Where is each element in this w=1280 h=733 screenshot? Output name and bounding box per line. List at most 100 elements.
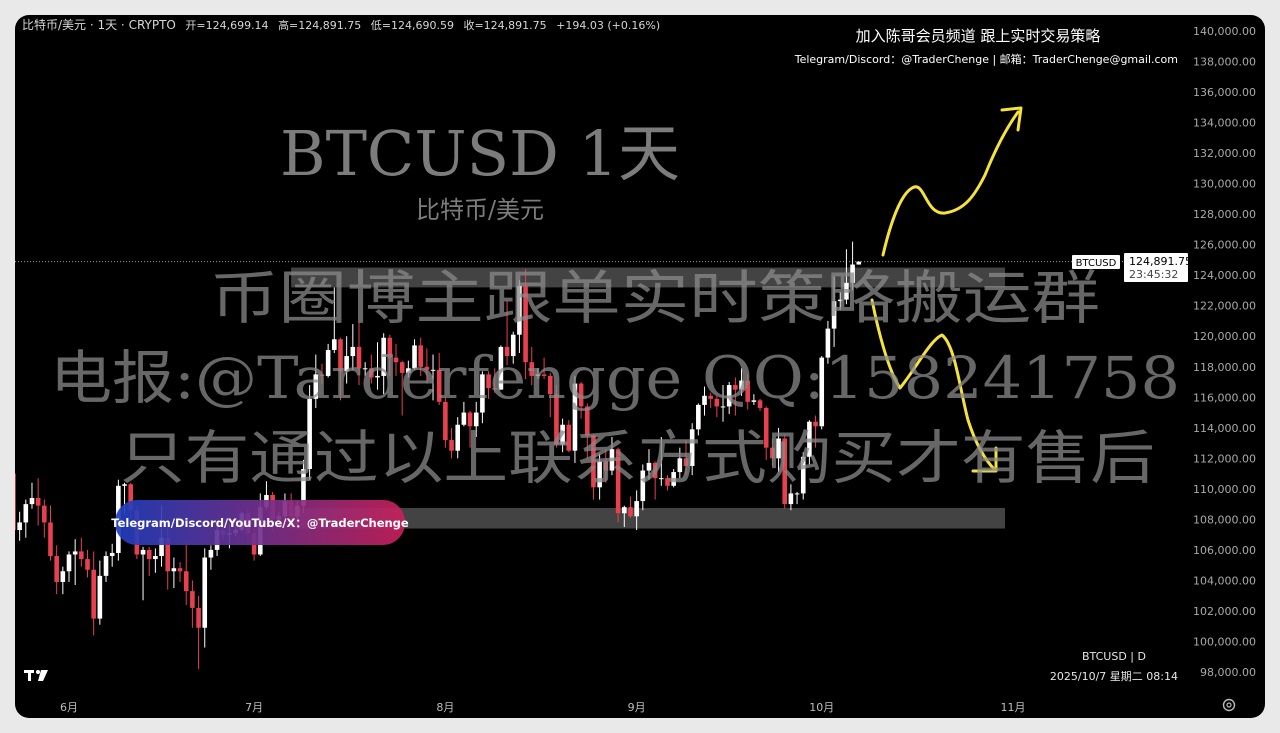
price-tick-label: 106,000.00 <box>1193 544 1256 557</box>
candle <box>109 543 115 567</box>
candle-body <box>659 478 664 480</box>
candle <box>714 395 720 418</box>
contact-banner-text: Telegram/Discord/YouTube/X：@TraderChenge <box>111 516 409 530</box>
candle-body <box>15 473 16 531</box>
candle-body <box>634 501 639 517</box>
candle-body <box>375 375 380 378</box>
price-tick-label: 132,000.00 <box>1193 147 1256 160</box>
price-zone[interactable] <box>291 267 1005 288</box>
candle-body <box>153 556 158 560</box>
candle <box>208 545 214 570</box>
candle-body <box>140 549 146 555</box>
price-tick-label: 104,000.00 <box>1193 574 1256 587</box>
candle-body <box>751 400 757 402</box>
candle <box>739 368 744 396</box>
candle <box>572 375 578 463</box>
footer-symbol-timeframe: BTCUSD | D <box>1082 650 1146 663</box>
candle-body <box>430 369 436 371</box>
candle-body <box>757 400 763 408</box>
candle <box>646 449 652 480</box>
candle-body <box>42 505 47 523</box>
candle <box>689 423 695 476</box>
candle-body <box>646 462 652 471</box>
candle-body <box>54 556 59 582</box>
candle <box>800 452 806 500</box>
candle-body <box>794 493 800 495</box>
gear-icon[interactable] <box>1222 698 1236 712</box>
candle <box>591 433 596 500</box>
price-tick-label: 134,000.00 <box>1193 117 1256 130</box>
price-zone[interactable] <box>291 507 1005 529</box>
candle-body <box>714 398 720 407</box>
candle-body <box>381 337 386 376</box>
price-axis[interactable]: 140,000.00 138,000.00 136,000.00 134,000.00… <box>1193 25 1256 679</box>
candle <box>628 496 633 518</box>
footer-datetime: 2025/10/7 星期二 08:14 <box>1050 670 1178 683</box>
candle-body <box>183 571 189 592</box>
tradingview-logo[interactable] <box>24 670 48 681</box>
candle-body <box>480 374 485 413</box>
candle-body <box>813 421 818 427</box>
time-axis[interactable]: 6月 7月 8月 9月 10月 11月 <box>60 701 1026 714</box>
candle-body <box>504 346 510 357</box>
candle-body <box>708 395 713 399</box>
candle-body <box>202 557 208 628</box>
candle <box>498 345 504 390</box>
candle-body <box>720 406 726 408</box>
candle <box>813 415 818 448</box>
candle <box>307 385 312 480</box>
candle <box>652 461 658 500</box>
candle-body <box>350 346 356 357</box>
candle-body <box>541 374 547 376</box>
candle <box>517 279 522 354</box>
candle <box>622 505 627 528</box>
candle <box>535 368 541 379</box>
faint-symbol-watermark: BTCUSD 1天 <box>280 117 680 190</box>
candle <box>455 417 461 459</box>
candle-body <box>424 366 430 370</box>
candle-body <box>48 522 53 557</box>
candle-body <box>399 362 405 373</box>
candle-body <box>35 498 41 506</box>
time-tick-label: 10月 <box>809 701 834 714</box>
candle <box>597 453 602 500</box>
candle <box>171 557 177 589</box>
candle <box>72 539 78 586</box>
candle-body <box>609 449 615 471</box>
candle <box>757 398 763 412</box>
candle <box>393 343 399 376</box>
candle <box>480 371 485 424</box>
candlestick-chart[interactable]: BTCUSD 1天 比特币/美元 币圈博主跟单实时策略搬运群 电报:@Tarde… <box>15 15 1265 718</box>
last-price-tag: BTCUSD 124,891.75 23:45:32 <box>1072 253 1192 282</box>
candle-body <box>196 607 201 628</box>
candle-body <box>665 478 670 486</box>
candle-body <box>535 374 541 376</box>
price-tick-label: 124,000.00 <box>1193 269 1256 282</box>
candle <box>60 566 66 595</box>
candle <box>831 276 837 347</box>
candle <box>146 546 152 576</box>
candle <box>794 491 800 505</box>
candle <box>375 342 380 390</box>
candle <box>554 385 559 448</box>
candle-body <box>554 394 559 445</box>
candle-body <box>319 374 325 376</box>
candle <box>763 406 769 460</box>
candle <box>578 382 584 419</box>
candle <box>807 420 812 465</box>
candle <box>751 394 757 405</box>
candle-body <box>356 346 362 369</box>
symbol-title[interactable]: 比特币/美元 · 1天 · CRYPTO <box>22 17 176 32</box>
ohlc-high: 高=124,891.75 <box>278 18 361 32</box>
candle-body <box>844 282 849 300</box>
price-tick-label: 102,000.00 <box>1193 605 1256 618</box>
candle <box>362 362 368 376</box>
candle <box>436 353 442 405</box>
candle-body <box>369 368 374 378</box>
candle-body <box>91 569 96 619</box>
candle-body <box>17 522 22 531</box>
watermark-line-2: 电报:@Tarderfengge QQ:158241758 <box>50 344 1180 412</box>
candle-body <box>702 395 707 405</box>
candle <box>54 545 59 595</box>
candle-body <box>523 285 528 363</box>
